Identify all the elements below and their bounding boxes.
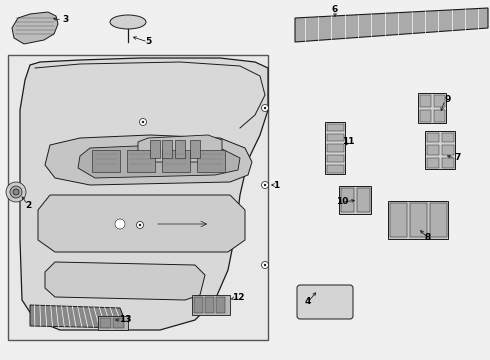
Bar (441, 158, 454, 167)
Circle shape (264, 107, 266, 109)
Bar (434, 94, 444, 107)
Bar (150, 140, 160, 158)
Bar (192, 295, 230, 315)
Bar (418, 93, 446, 123)
Bar (326, 123, 343, 131)
Bar (357, 188, 369, 212)
Polygon shape (20, 58, 268, 330)
Bar (92, 150, 120, 172)
Bar (390, 203, 407, 237)
Circle shape (142, 121, 144, 123)
Text: 7: 7 (455, 153, 461, 162)
Circle shape (264, 184, 266, 186)
Bar (426, 158, 439, 167)
Text: 12: 12 (232, 293, 244, 302)
Text: 2: 2 (25, 201, 31, 210)
Bar (190, 140, 200, 158)
Text: 8: 8 (425, 234, 431, 243)
Circle shape (115, 219, 125, 229)
Polygon shape (45, 262, 205, 300)
Bar (388, 201, 448, 239)
Bar (162, 150, 190, 172)
FancyBboxPatch shape (297, 285, 353, 319)
Bar (434, 109, 444, 122)
Bar (410, 203, 426, 237)
Bar (426, 145, 439, 155)
Bar (194, 297, 203, 313)
Polygon shape (12, 12, 58, 44)
Text: 1: 1 (273, 180, 279, 189)
Bar (419, 109, 431, 122)
Circle shape (262, 181, 269, 189)
Text: 3: 3 (62, 15, 68, 24)
Bar (162, 140, 172, 158)
Polygon shape (295, 8, 488, 42)
Text: 10: 10 (336, 198, 348, 207)
Circle shape (140, 118, 147, 126)
Bar (441, 145, 454, 155)
Text: 6: 6 (332, 5, 338, 14)
Bar (113, 318, 124, 328)
Bar (175, 140, 185, 158)
Bar (441, 132, 454, 142)
Circle shape (139, 224, 141, 226)
Polygon shape (78, 145, 240, 178)
Bar (205, 297, 214, 313)
Bar (339, 186, 371, 214)
Polygon shape (45, 135, 252, 185)
Polygon shape (30, 305, 128, 328)
Bar (98, 316, 128, 330)
Circle shape (6, 182, 26, 202)
Text: 13: 13 (119, 315, 131, 324)
Bar (341, 188, 353, 212)
Bar (326, 165, 343, 172)
Circle shape (13, 189, 19, 195)
Bar (425, 131, 455, 169)
Bar (216, 297, 225, 313)
Bar (326, 144, 343, 152)
Circle shape (10, 186, 22, 198)
Bar (430, 203, 446, 237)
Bar (326, 134, 343, 141)
Text: 5: 5 (145, 37, 151, 46)
Bar (197, 150, 225, 172)
Text: 4: 4 (305, 297, 311, 306)
Circle shape (137, 221, 144, 229)
Text: 9: 9 (445, 95, 451, 104)
Bar (127, 150, 155, 172)
Bar (100, 318, 111, 328)
Ellipse shape (110, 15, 146, 29)
Bar (325, 122, 345, 174)
Bar (8, 55, 268, 340)
Circle shape (262, 261, 269, 269)
Polygon shape (138, 135, 222, 162)
Bar (419, 94, 431, 107)
Bar (426, 132, 439, 142)
Bar (326, 155, 343, 162)
Polygon shape (38, 195, 245, 252)
Circle shape (262, 104, 269, 112)
Text: 11: 11 (342, 138, 354, 147)
Circle shape (264, 264, 266, 266)
